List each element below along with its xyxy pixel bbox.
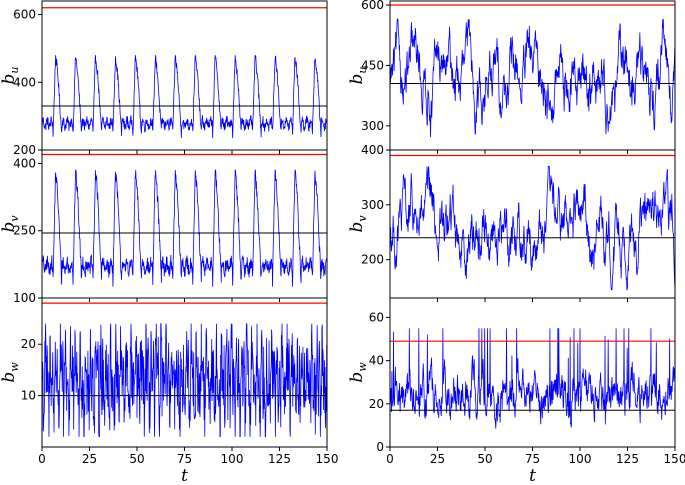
x-tick-label: 25	[82, 452, 97, 466]
y-tick-label: 400	[361, 143, 384, 157]
y-tick-label: 10	[21, 389, 36, 403]
y-tick-label: 600	[361, 0, 384, 12]
x-tick-label: 75	[177, 452, 192, 466]
y-axis-label: bw	[0, 362, 21, 383]
y-tick-label: 450	[361, 58, 384, 72]
panel-left-1: 200 400 600 bu	[0, 0, 328, 157]
y-tick-label: 600	[13, 8, 36, 22]
y-axis-label: bu	[347, 67, 369, 85]
series-line	[390, 166, 675, 291]
y-axis-label: bv	[0, 215, 21, 233]
y-tick-label: 200	[13, 143, 36, 157]
y-tick-label: 300	[361, 119, 384, 133]
x-tick-label: 125	[616, 452, 639, 466]
x-tick-label: 50	[129, 452, 144, 466]
series-line	[390, 328, 675, 429]
y-tick-label: 40	[369, 354, 384, 368]
x-tick-label: 0	[38, 452, 46, 466]
y-tick-label: 300	[361, 198, 384, 212]
x-tick-label: 0	[386, 452, 394, 466]
panel-right-2: 200 300 400 bv	[347, 143, 676, 302]
series-line	[42, 55, 327, 139]
x-tick-label: 100	[569, 452, 592, 466]
y-tick-label: 20	[369, 397, 384, 411]
y-tick-label: 400	[13, 156, 36, 170]
x-tick-label: 50	[477, 452, 492, 466]
axes-frame	[389, 149, 676, 299]
panel-right-3: 0 20 40 60 0 25 50 75 100 125 150 bw t	[347, 297, 685, 485]
y-tick-label: 60	[369, 310, 384, 324]
x-tick-label: 25	[430, 452, 445, 466]
y-tick-label: 0	[376, 440, 384, 454]
x-tick-label: 150	[316, 452, 339, 466]
y-axis-label: bw	[347, 362, 369, 383]
x-tick-label: 125	[268, 452, 291, 466]
series-line	[42, 322, 327, 438]
x-axis-label: t	[181, 466, 188, 485]
y-axis-label: bv	[347, 215, 369, 233]
y-tick-label: 200	[361, 253, 384, 267]
x-axis-label: t	[529, 466, 536, 485]
x-tick-label: 100	[221, 452, 244, 466]
panel-right-1: 300 450 600 bu	[347, 0, 676, 154]
panel-left-3: 10 20 0 25 50 75 100 125 150 bw t	[0, 297, 339, 485]
series-line	[42, 169, 327, 287]
x-tick-label: 150	[664, 452, 685, 466]
y-tick-label: 20	[21, 337, 36, 351]
x-tick-label: 75	[525, 452, 540, 466]
panel-left-2: 100 250 400 bv	[0, 149, 328, 305]
y-tick-label: 250	[13, 224, 36, 238]
series-line	[390, 18, 675, 138]
y-axis-label: bu	[0, 67, 21, 85]
y-tick-label: 100	[13, 291, 36, 305]
y-tick-label: 400	[13, 75, 36, 89]
